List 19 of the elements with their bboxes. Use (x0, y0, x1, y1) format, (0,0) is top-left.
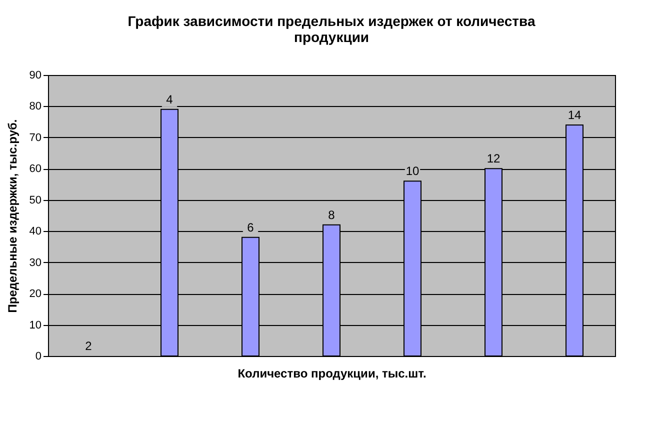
x-axis-title: Количество продукции, тыс.шт. (238, 366, 426, 380)
x-tick-label: 12 (486, 152, 500, 166)
y-tick-label: 60 (29, 163, 42, 176)
y-tick-label: 50 (29, 194, 42, 206)
x-tick-label: 2 (85, 339, 92, 353)
y-tick-label: 30 (29, 256, 42, 269)
x-tick-label: 14 (568, 108, 582, 122)
chart-title: График зависимости предельных издержек от количества продукции (128, 13, 536, 45)
y-tick-label: 70 (29, 132, 42, 144)
x-tick-label: 6 (247, 220, 254, 234)
y-tick-label: 10 (29, 319, 42, 332)
y-tick-label: 40 (29, 226, 42, 238)
x-tick-label: 8 (328, 208, 336, 222)
y-axis-title: Предельные издержки, тыс.руб. (5, 119, 20, 313)
y-tick-label: 80 (29, 100, 42, 113)
y-tick-label: 0 (35, 350, 42, 362)
y-tick-label: 90 (29, 70, 42, 82)
y-tick-label: 20 (29, 288, 42, 300)
x-tick-label: 4 (166, 92, 174, 106)
